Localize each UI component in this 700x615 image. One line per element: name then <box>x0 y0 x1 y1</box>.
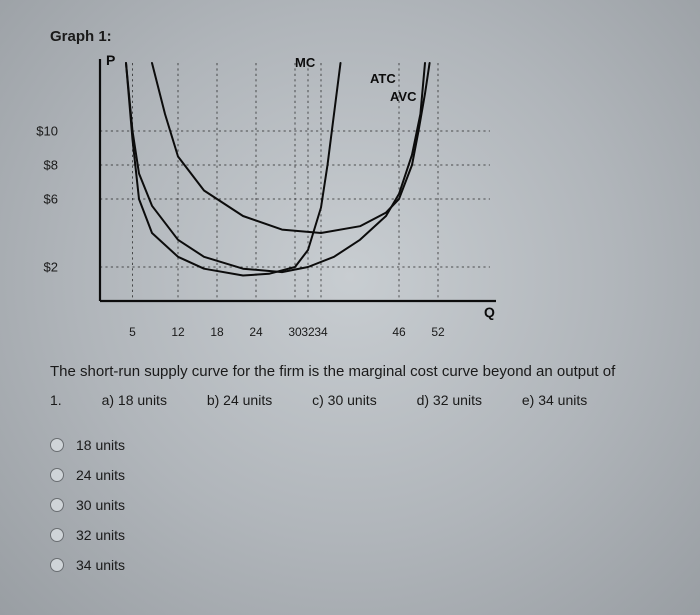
svg-text:MC: MC <box>295 55 316 70</box>
svg-text:Q: Q <box>484 304 495 320</box>
radio-label: 34 units <box>76 557 125 573</box>
opt-c: c) 30 units <box>312 392 377 408</box>
radio-label: 30 units <box>76 497 125 513</box>
radio-icon <box>50 438 64 452</box>
svg-text:ATC: ATC <box>370 71 396 86</box>
cost-curve-chart: PQMCATCAVC $10$8$6$2 51218243032344652 <box>60 53 520 325</box>
page-root: Graph 1: P Q MC ATC AVC $10$8$6$2 5121824303… <box>0 0 700 615</box>
svg-text:P: P <box>106 53 115 68</box>
opt-d: d) 32 units <box>417 392 482 408</box>
radio-option[interactable]: 24 units <box>50 460 660 490</box>
opt-a: a) 18 units <box>102 392 167 408</box>
radio-option[interactable]: 18 units <box>50 430 660 460</box>
svg-text:AVC: AVC <box>390 89 417 104</box>
radio-icon <box>50 558 64 572</box>
radio-option[interactable]: 32 units <box>50 520 660 550</box>
opt-e: e) 34 units <box>522 392 587 408</box>
x-axis-labels: 51218243032344652 <box>60 325 520 345</box>
radio-option[interactable]: 30 units <box>50 490 660 520</box>
radio-label: 24 units <box>76 467 125 483</box>
radio-icon <box>50 498 64 512</box>
radio-option[interactable]: 34 units <box>50 550 660 580</box>
radio-option-list: 18 units 24 units 30 units 32 units 34 u… <box>50 430 660 580</box>
radio-label: 32 units <box>76 527 125 543</box>
radio-icon <box>50 528 64 542</box>
radio-icon <box>50 468 64 482</box>
opt-b: b) 24 units <box>207 392 272 408</box>
question-prompt: The short-run supply curve for the firm … <box>50 361 660 382</box>
q-num: 1. <box>50 392 62 408</box>
graph-title: Graph 1: <box>50 28 660 45</box>
radio-label: 18 units <box>76 437 125 453</box>
chart-svg: P Q MC ATC AVC <box>60 53 520 325</box>
inline-options: 1. a) 18 units b) 24 units c) 30 units d… <box>50 392 660 408</box>
y-axis-labels: $10$8$6$2 <box>30 53 60 325</box>
